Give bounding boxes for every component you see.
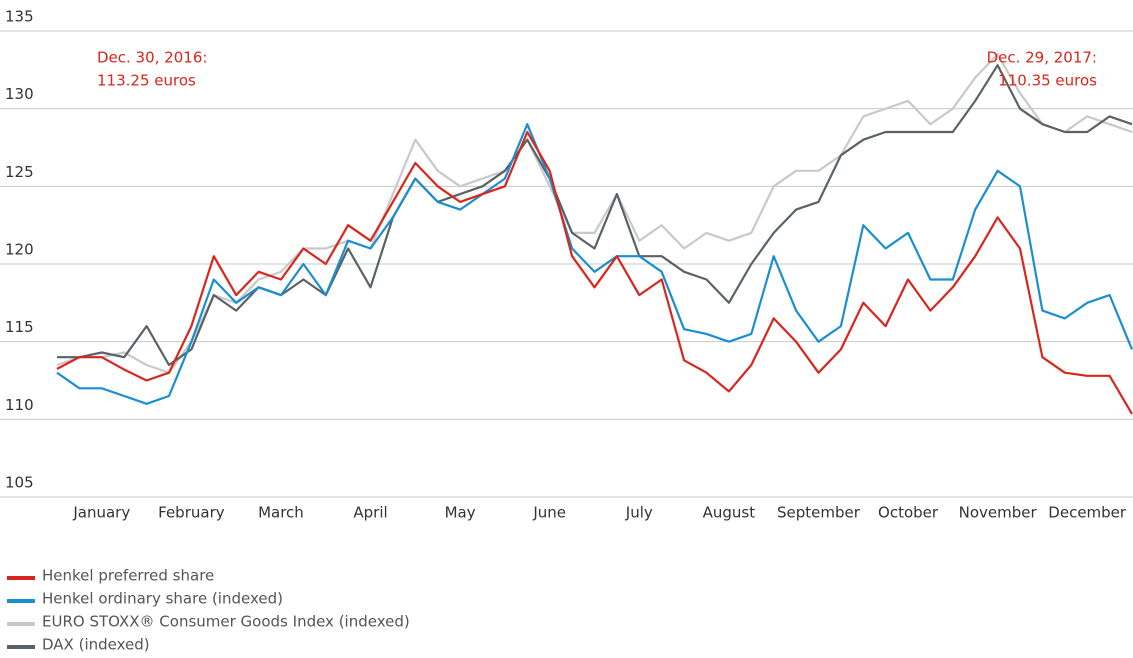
x-tick-label: December (1048, 504, 1127, 522)
series-line (56, 53, 1133, 374)
x-tick-label: January (72, 504, 130, 522)
legend-label: EURO STOXX® Consumer Goods Index (indexe… (42, 613, 410, 631)
y-tick-label: 130 (5, 85, 34, 103)
x-tick-label: March (258, 504, 304, 522)
annotation: Dec. 29, 2017: (987, 49, 1097, 67)
x-tick-label: July (625, 504, 653, 522)
y-tick-label: 120 (5, 241, 34, 259)
x-tick-label: May (445, 504, 476, 522)
y-tick-label: 125 (5, 163, 34, 181)
legend-label: Henkel ordinary share (indexed) (42, 590, 283, 608)
series-line (56, 130, 1133, 415)
legend-label: Henkel preferred share (42, 567, 214, 585)
annotation: 113.25 euros (97, 72, 196, 90)
x-tick-label: November (959, 504, 1038, 522)
x-tick-label: September (777, 504, 861, 522)
x-tick-label: October (878, 504, 939, 522)
x-tick-label: August (703, 504, 756, 522)
y-tick-label: 110 (5, 396, 34, 414)
x-tick-label: February (158, 504, 225, 522)
y-tick-label: 115 (5, 318, 34, 336)
annotation: Dec. 30, 2016: (97, 49, 207, 67)
y-tick-label: 105 (5, 474, 34, 492)
legend-label: DAX (indexed) (42, 636, 150, 654)
series-line (56, 123, 1133, 405)
x-tick-label: June (532, 504, 566, 522)
y-tick-label: 135 (5, 8, 34, 26)
annotation: 110.35 euros (998, 72, 1097, 90)
series-line (57, 64, 1133, 367)
x-tick-label: April (353, 504, 387, 522)
